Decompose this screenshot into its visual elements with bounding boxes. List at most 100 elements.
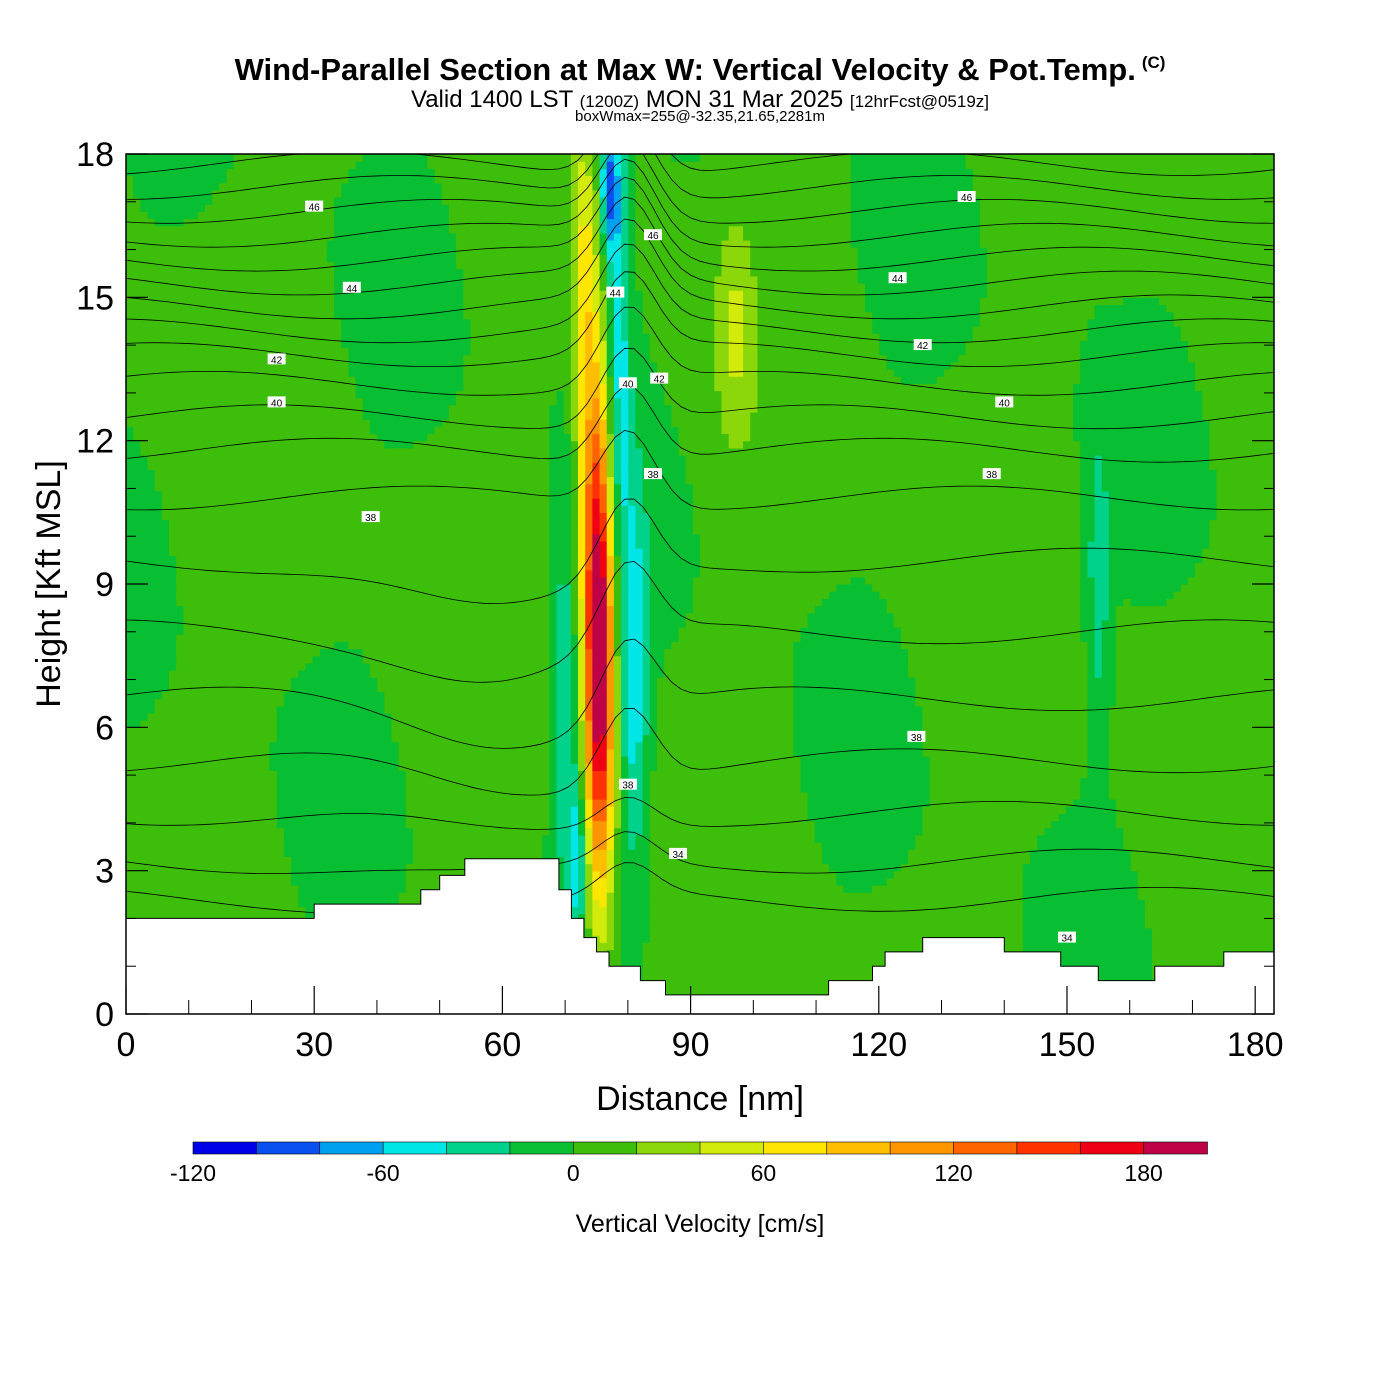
velocity-cell (886, 842, 895, 850)
velocity-cell (1073, 842, 1081, 850)
velocity-cell (1180, 870, 1189, 879)
velocity-cell (1130, 834, 1139, 843)
velocity-cell (857, 806, 866, 814)
velocity-cell (319, 784, 328, 793)
velocity-cell (707, 928, 715, 936)
velocity-cell (1195, 842, 1203, 850)
velocity-cell (771, 870, 780, 879)
velocity-cell (1180, 928, 1189, 936)
velocity-cell (793, 870, 802, 879)
velocity-cell (592, 842, 601, 850)
velocity-cell (628, 885, 637, 893)
velocity-cell (886, 928, 895, 936)
velocity-cell (176, 856, 184, 865)
velocity-cell (1202, 899, 1211, 908)
velocity-cell (169, 842, 177, 850)
velocity-cell (204, 813, 213, 822)
velocity-cell (857, 820, 866, 829)
velocity-cell (943, 806, 952, 814)
velocity-cell (247, 899, 256, 908)
velocity-cell (613, 813, 622, 822)
velocity-cell (1137, 949, 1146, 958)
velocity-cell (671, 870, 680, 879)
velocity-cell (1030, 799, 1038, 807)
velocity-cell (656, 791, 665, 800)
velocity-cell (628, 849, 637, 857)
velocity-cell (872, 942, 880, 951)
velocity-cell (448, 799, 457, 807)
velocity-cell (613, 928, 622, 936)
velocity-cell (176, 885, 184, 893)
velocity-cell (1116, 877, 1124, 886)
velocity-cell (821, 978, 830, 986)
velocity-cell (592, 863, 601, 872)
velocity-cell (1030, 813, 1038, 822)
velocity-cell (1001, 920, 1010, 929)
velocity-cell (441, 834, 450, 843)
velocity-cell (1058, 949, 1067, 958)
velocity-cell (735, 791, 744, 800)
velocity-cell (348, 799, 357, 807)
velocity-cell (262, 820, 271, 829)
velocity-cell (915, 849, 924, 857)
velocity-cell (169, 870, 177, 879)
velocity-cell (757, 842, 766, 850)
velocity-cell (441, 842, 450, 850)
velocity-cell (1252, 899, 1261, 908)
valid-time-subtitle: Valid 1400 LST (1200Z) MON 31 Mar 2025 [… (0, 86, 1400, 114)
velocity-cell (621, 935, 629, 943)
velocity-cell (413, 863, 421, 872)
velocity-cell (771, 863, 780, 872)
velocity-cell (405, 856, 414, 865)
velocity-cell (599, 806, 608, 814)
velocity-cell (133, 791, 141, 800)
velocity-cell (255, 856, 263, 865)
velocity-cell (1080, 906, 1089, 915)
velocity-cell (1137, 892, 1146, 900)
velocity-cell (685, 913, 694, 922)
velocity-cell (764, 906, 773, 915)
velocity-cell (1087, 928, 1096, 936)
velocity-cell (1130, 856, 1139, 865)
velocity-cell (326, 863, 335, 872)
velocity-cell (843, 849, 852, 857)
velocity-cell (764, 935, 773, 943)
velocity-cell (922, 870, 931, 879)
velocity-cell (1216, 870, 1225, 879)
velocity-cell (226, 885, 235, 893)
velocity-cell (369, 806, 378, 814)
velocity-cell (1001, 813, 1010, 822)
velocity-cell (850, 813, 859, 822)
velocity-cell (778, 827, 787, 836)
velocity-cell (262, 834, 271, 843)
velocity-cell (499, 842, 507, 850)
velocity-cell (1230, 906, 1239, 915)
valid-date: MON 31 Mar 2025 (645, 86, 844, 113)
velocity-cell (764, 892, 773, 900)
velocity-cell (1159, 791, 1167, 800)
velocity-cell (1152, 906, 1160, 915)
velocity-cell (413, 806, 421, 814)
velocity-cell (312, 806, 321, 814)
velocity-cell (850, 899, 859, 908)
velocity-cell (656, 899, 665, 908)
velocity-cell (1230, 885, 1239, 893)
velocity-cell (879, 942, 888, 951)
velocity-cell (1166, 842, 1175, 850)
velocity-cell (1173, 834, 1182, 843)
velocity-cell (348, 834, 357, 843)
velocity-cell (176, 791, 184, 800)
velocity-cell (1130, 935, 1139, 943)
velocity-cell (1137, 791, 1146, 800)
velocity-cell (1187, 885, 1196, 893)
velocity-cell (1008, 913, 1017, 922)
velocity-cell (133, 870, 141, 879)
velocity-cell (1108, 856, 1117, 865)
velocity-cell (269, 863, 278, 872)
velocity-cell (958, 806, 967, 814)
velocity-cell (664, 971, 672, 979)
velocity-cell (606, 956, 615, 965)
velocity-cell (1166, 899, 1175, 908)
velocity-cell (771, 885, 780, 893)
velocity-cell (1015, 913, 1024, 922)
